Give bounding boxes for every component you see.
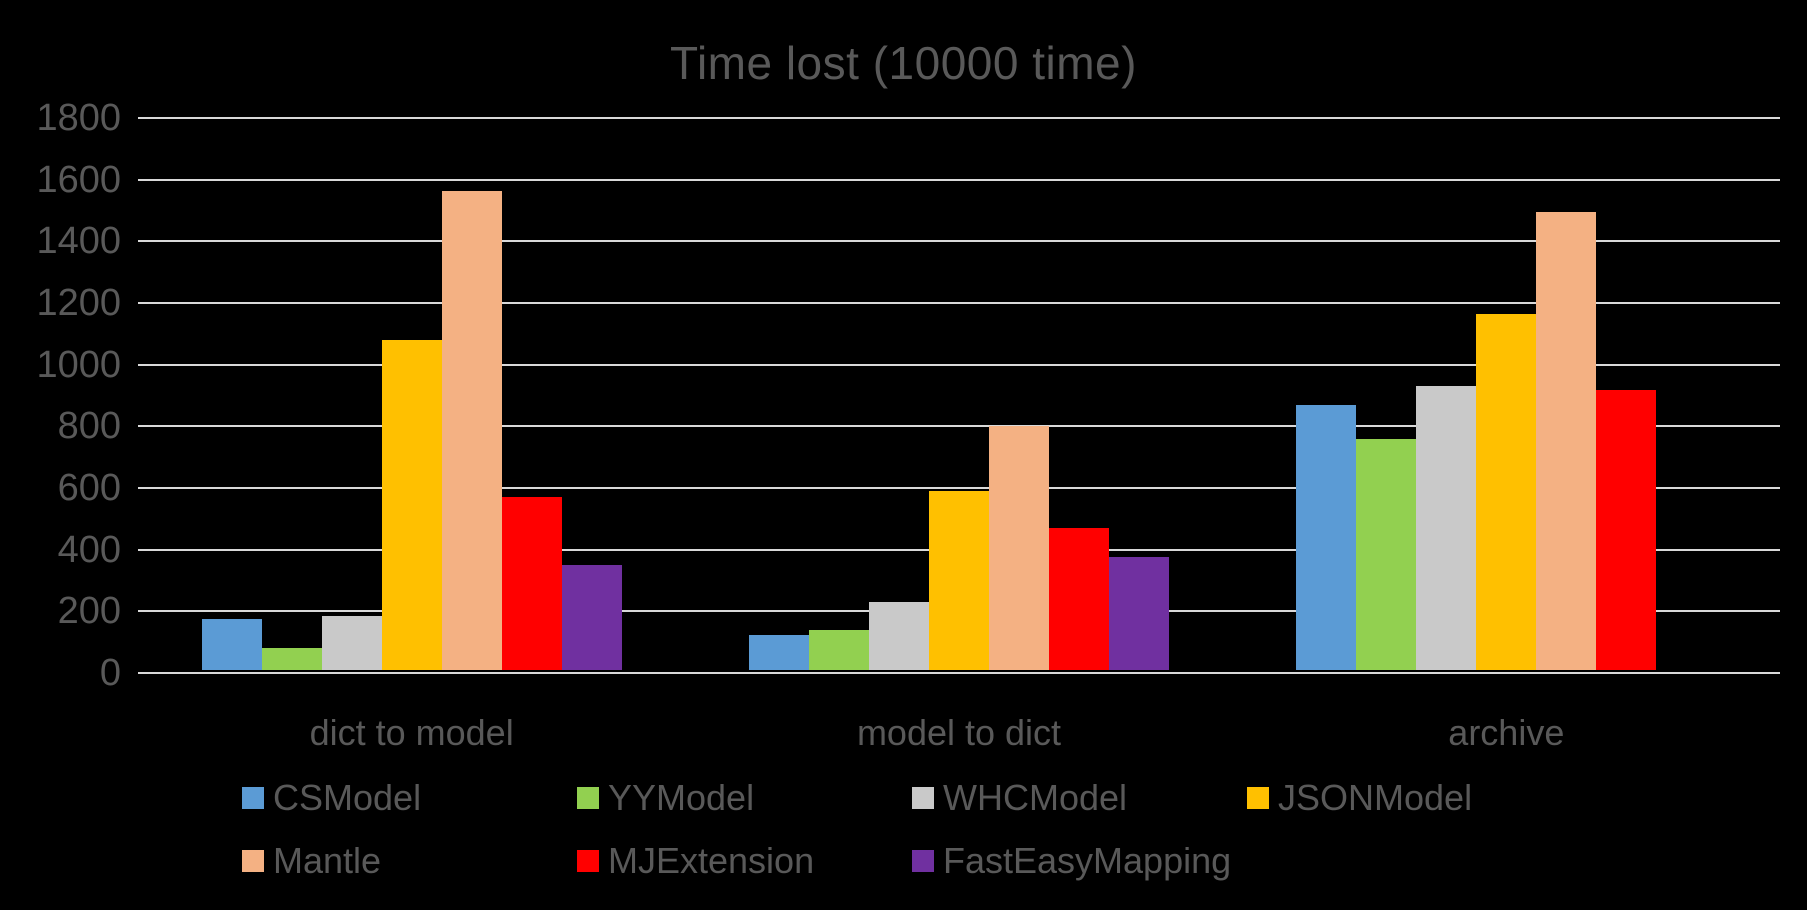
bar-mantle-model-to-dict [989,426,1049,670]
bar-fasteasymapping-dict-to-model [561,565,622,670]
x-category-label-model-to-dict: model to dict [856,712,1062,753]
legend-item-fasteasymapping: FastEasyMapping [912,840,1232,881]
bar-whcmodel-archive [1416,385,1477,670]
gridline-800 [138,425,1780,428]
legend-swatch-jsonmodel [1247,787,1269,809]
gridline-1000 [138,363,1780,366]
bar-mjextension-dict-to-model [501,497,562,670]
legend-swatch-whcmodel [912,787,934,809]
bar-csmodel-model-to-dict [749,635,809,670]
y-tick-label-1400: 1400 [36,220,121,263]
x-category-label-dict-to-model: dict to model [309,712,514,753]
gridline-1200 [138,302,1780,304]
bar-jsonmodel-dict-to-model [381,340,442,670]
y-tick-label-0: 0 [99,652,121,694]
y-tick-label-200: 200 [57,590,121,633]
gridline-1400 [138,240,1780,243]
legend-item-mjextension: MJExtension [577,840,815,881]
y-tick-label-1200: 1200 [36,282,121,324]
bar-mantle-archive [1536,211,1597,670]
bar-yymodel-dict-to-model [261,647,322,670]
legend-swatch-yymodel [577,787,599,809]
bar-mantle-dict-to-model [441,190,502,670]
x-category-label-archive: archive [1448,712,1565,753]
legend-item-whcmodel: WHCModel [912,777,1128,818]
legend-swatch-fasteasymapping [912,850,934,872]
bar-yymodel-model-to-dict [809,629,869,670]
y-tick-label-600: 600 [57,467,121,509]
y-tick-label-800: 800 [57,405,121,448]
legend-label-mantle: Mantle [273,840,382,881]
legend-label-whcmodel: WHCModel [943,777,1128,818]
legend-swatch-mantle [242,850,264,872]
legend-label-fasteasymapping: FastEasyMapping [943,840,1232,881]
bar-yymodel-archive [1356,438,1417,670]
x-axis-line [138,672,1780,674]
bar-csmodel-dict-to-model [201,619,262,670]
legend-label-csmodel: CSModel [273,777,422,818]
bar-jsonmodel-archive [1476,313,1537,670]
y-tick-label-1000: 1000 [36,343,121,386]
legend-item-mantle: Mantle [242,840,382,881]
y-tick-label-1800: 1800 [36,97,121,139]
bar-jsonmodel-model-to-dict [929,491,989,670]
legend-label-yymodel: YYModel [608,777,755,818]
legend-label-jsonmodel: JSONModel [1278,777,1473,818]
legend-swatch-csmodel [242,787,264,809]
bar-mjextension-archive [1596,390,1657,670]
bar-csmodel-archive [1296,405,1357,670]
y-tick-label-400: 400 [57,528,121,571]
gridline-1800 [138,117,1780,119]
legend-item-yymodel: YYModel [577,777,755,818]
bar-mjextension-model-to-dict [1049,527,1109,670]
y-tick-label-1600: 1600 [36,158,121,201]
bar-whcmodel-dict-to-model [321,616,382,670]
legend-label-mjextension: MJExtension [608,840,815,881]
chart-title: Time lost (10000 time) [670,37,1137,89]
bar-whcmodel-model-to-dict [869,601,929,670]
legend-swatch-mjextension [577,850,599,872]
legend-item-csmodel: CSModel [242,777,422,818]
legend-item-jsonmodel: JSONModel [1247,777,1473,818]
gridline-1600 [138,178,1780,181]
bar-fasteasymapping-model-to-dict [1109,557,1169,670]
gridline-600 [138,487,1780,489]
plot-area [138,117,1780,674]
